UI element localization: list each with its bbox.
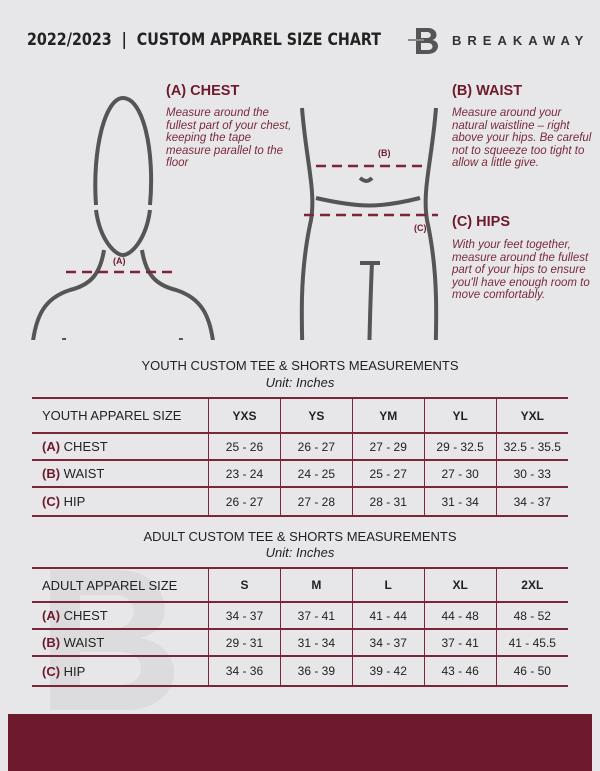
adult-size-table: ADULT APPAREL SIZE S M L XL 2XL (A) CHEST 34 -… <box>32 567 568 687</box>
cell: 34 - 37 <box>351 629 425 656</box>
cell: 28 - 31 <box>351 487 425 516</box>
watermark-logo-icon <box>50 570 175 710</box>
row-label: HIP <box>63 663 86 679</box>
cell: 27 - 29 <box>351 433 425 460</box>
cell: 24 - 25 <box>279 460 353 487</box>
header-cell: YL <box>423 398 497 433</box>
table-header-row: ADULT APPAREL SIZE S M L XL 2XL <box>32 568 568 602</box>
header-cell: XL <box>423 568 497 602</box>
hips-marker: (C) <box>414 223 427 233</box>
row-letter: (B) <box>42 635 61 650</box>
youth-unit: Unit: Inches <box>265 375 335 390</box>
header-cell: YM <box>351 398 425 433</box>
waist-instructions: Measure around your natural waistline – … <box>452 107 592 170</box>
row-letter: (A) <box>42 439 61 454</box>
cell: 31 - 34 <box>279 629 353 656</box>
row-letter: (C) <box>42 663 61 679</box>
cell: 25 - 27 <box>351 460 425 487</box>
youth-table-title: YOUTH CUSTOM TEE & SHORTS MEASUREMENTS <box>141 358 459 373</box>
cell: 25 - 26 <box>208 433 281 460</box>
youth-size-table: YOUTH APPAREL SIZE YXS YS YM YL YXL (A) CHEST… <box>32 397 568 517</box>
body-diagrams <box>31 95 439 340</box>
brand-name: BREAKAWAY <box>452 33 590 48</box>
header-cell: YXL <box>495 398 568 433</box>
row-label: WAIST <box>63 466 105 481</box>
hips-heading: (C) HIPS <box>452 214 510 230</box>
cell: 32.5 - 35.5 <box>495 433 568 460</box>
cell: 48 - 52 <box>495 602 568 629</box>
torso-illustration-icon <box>31 95 215 340</box>
cell: 41 - 45.5 <box>495 629 568 656</box>
chest-marker: (A) <box>113 256 126 266</box>
cell: 30 - 33 <box>495 460 568 487</box>
cell: 29 - 32.5 <box>423 433 497 460</box>
table-row: (A) CHEST 25 - 26 26 - 27 27 - 29 29 - 32.5 3… <box>32 433 568 460</box>
row-label: CHEST <box>63 608 108 623</box>
table-row: (B) WAIST 29 - 31 31 - 34 34 - 37 37 - 41 41 … <box>32 629 568 656</box>
header-cell: YOUTH APPAREL SIZE <box>42 408 182 423</box>
header-cell: 2XL <box>495 568 568 602</box>
cell: 34 - 37 <box>495 487 568 516</box>
header-cell: S <box>208 568 281 602</box>
chest-instructions: Measure around the fullest part of your … <box>166 107 292 170</box>
row-label: CHEST <box>63 439 108 454</box>
header-cell: YS <box>279 398 353 433</box>
row-label: WAIST <box>63 635 105 650</box>
cell: 27 - 28 <box>279 487 353 516</box>
waist-marker: (B) <box>378 148 391 158</box>
cell: 26 - 27 <box>208 487 281 516</box>
chest-heading: (A) CHEST <box>166 83 240 99</box>
hips-instructions: With your feet together, measure around … <box>452 239 590 302</box>
row-letter: (B) <box>42 466 61 481</box>
measurement-lines <box>66 164 438 274</box>
cell: 31 - 34 <box>423 487 497 516</box>
adult-unit: Unit: Inches <box>265 545 335 560</box>
table-row: (C) HIP 34 - 36 36 - 39 39 - 42 43 - 46 46 - … <box>32 656 568 686</box>
cell: 36 - 39 <box>279 656 353 686</box>
table-row: (B) WAIST 23 - 24 24 - 25 25 - 27 27 - 30 30 … <box>32 460 568 487</box>
header-cell: L <box>351 568 425 602</box>
cell: 34 - 36 <box>208 656 281 686</box>
table-header-row: YOUTH APPAREL SIZE YXS YS YM YL YXL <box>32 398 568 433</box>
page-title: 2022/2023 | CUSTOM APPAREL SIZE CHART <box>27 30 382 50</box>
breakaway-logo-icon <box>408 28 438 54</box>
row-letter: (A) <box>42 608 61 623</box>
hips-illustration-icon <box>299 107 439 340</box>
cell: 34 - 37 <box>208 602 281 629</box>
cell: 27 - 30 <box>423 460 497 487</box>
cell: 43 - 46 <box>423 656 497 686</box>
cell: 29 - 31 <box>208 629 281 656</box>
adult-table-title: ADULT CUSTOM TEE & SHORTS MEASUREMENTS <box>143 529 457 544</box>
cell: 37 - 41 <box>423 629 497 656</box>
cell: 46 - 50 <box>495 656 568 686</box>
table-row: (A) CHEST 34 - 37 37 - 41 41 - 44 44 - 48 48 … <box>32 602 568 629</box>
table-row: (C) HIP 26 - 27 27 - 28 28 - 31 31 - 34 34 - … <box>32 487 568 516</box>
cell: 39 - 42 <box>351 656 425 686</box>
header-cell: ADULT APPAREL SIZE <box>42 577 178 593</box>
cell: 37 - 41 <box>279 602 353 629</box>
row-label: HIP <box>63 494 86 509</box>
cell: 41 - 44 <box>351 602 425 629</box>
header-cell: YXS <box>208 398 281 433</box>
cell: 23 - 24 <box>208 460 281 487</box>
waist-heading: (B) WAIST <box>452 83 523 99</box>
row-letter: (C) <box>42 494 61 509</box>
cell: 26 - 27 <box>279 433 353 460</box>
cell: 44 - 48 <box>423 602 497 629</box>
header-cell: M <box>279 568 353 602</box>
footer-bar <box>8 714 592 771</box>
